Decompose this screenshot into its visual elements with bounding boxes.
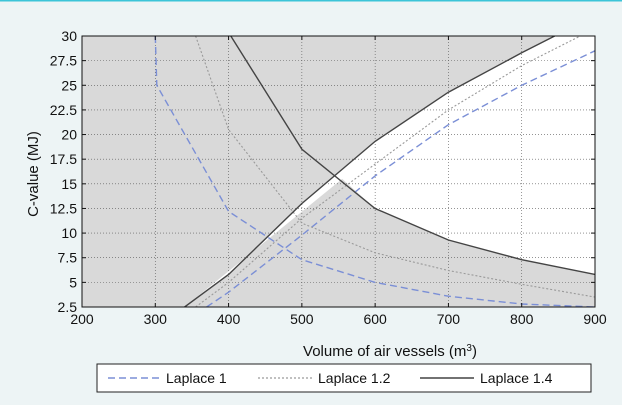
series-1-curve-2 (206, 50, 595, 307)
y-tick-label: 12.5 (50, 200, 77, 216)
y-tick-label: 10 (61, 225, 77, 241)
legend-label-laplace-1: Laplace 1 (166, 370, 227, 386)
y-tick-label: 27.5 (50, 53, 77, 69)
y-tick-label: 25 (61, 77, 77, 93)
legend-label-laplace-1-2: Laplace 1.2 (318, 370, 391, 386)
legend-label-laplace-1-4: Laplace 1.4 (480, 370, 553, 386)
series-1-curve-1 (154, 36, 595, 307)
y-tick-label: 30 (61, 28, 77, 44)
y-tick-label: 20 (61, 127, 77, 143)
feasible-region (184, 36, 595, 307)
y-tick-label: 15 (61, 176, 77, 192)
plot-area (81, 35, 596, 308)
series-2-curve-2 (195, 36, 581, 307)
legend-box (96, 363, 592, 393)
y-axis-title: C-value (MJ) (25, 131, 42, 217)
y-tick-label: 7.5 (58, 250, 78, 266)
y-tick-label: 5 (69, 274, 77, 290)
x-tick-label: 400 (217, 311, 241, 327)
x-tick-labels: 200 300 400 500 600 700 800 900 (70, 311, 607, 327)
series-3-curve-2 (184, 36, 556, 307)
x-tick-label: 300 (144, 311, 168, 327)
series-3-curve-1 (230, 36, 595, 276)
series-2-curve-1 (195, 36, 595, 298)
x-tick-label: 600 (363, 311, 387, 327)
plot-frame (81, 35, 596, 308)
legend: Laplace 1 Laplace 1.2 Laplace 1.4 (96, 363, 592, 393)
x-tick-label: 700 (437, 311, 461, 327)
x-tick-label: 800 (510, 311, 534, 327)
top-border (0, 0, 622, 2)
y-tick-label: 22.5 (50, 102, 77, 118)
y-tick-label: 2.5 (58, 299, 78, 315)
x-tick-label: 200 (70, 311, 94, 327)
x-axis-title: Volume of air vessels (m3) (303, 343, 477, 361)
y-tick-labels: 2.5 5 7.5 10 12.5 15 17.5 20 22.5 25 27.5 30 (50, 28, 77, 315)
y-tick-label: 17.5 (50, 151, 77, 167)
x-tick-label: 900 (583, 311, 607, 327)
x-tick-label: 500 (290, 311, 314, 327)
